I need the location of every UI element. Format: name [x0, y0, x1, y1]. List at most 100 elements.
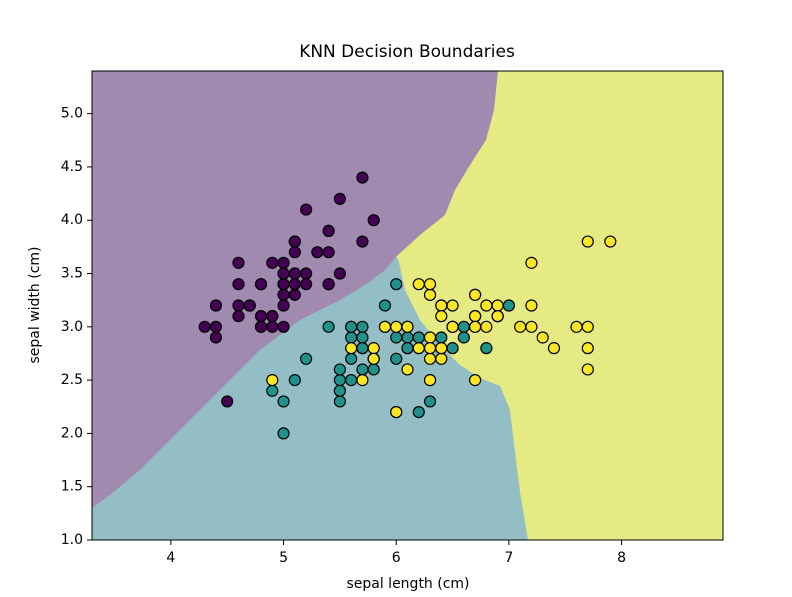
data-point [435, 352, 448, 365]
data-point [423, 374, 437, 387]
data-point [423, 331, 437, 344]
data-point [446, 299, 459, 312]
data-point [345, 331, 358, 344]
data-point [266, 374, 279, 387]
y-axis-label: sepal width (cm) [27, 246, 43, 363]
data-point [288, 288, 301, 301]
data-point [423, 352, 437, 365]
data-point [277, 267, 290, 280]
data-point [367, 342, 380, 355]
data-point [378, 299, 392, 312]
data-point [423, 278, 437, 291]
x-tick-label: 4 [166, 550, 175, 566]
data-point [457, 320, 470, 333]
data-point [277, 299, 290, 312]
data-point [333, 363, 346, 376]
data-point [412, 331, 425, 344]
data-point [266, 256, 279, 269]
data-point [581, 320, 594, 333]
data-point [277, 256, 290, 269]
data-point [356, 235, 369, 248]
data-point [254, 320, 268, 333]
data-point [491, 299, 504, 312]
data-point [333, 374, 346, 387]
data-point [401, 342, 414, 355]
data-point [502, 299, 516, 312]
data-point [390, 320, 403, 333]
data-point [266, 310, 279, 323]
data-point [435, 310, 448, 323]
data-point [288, 246, 301, 259]
data-point [525, 320, 538, 333]
data-point [322, 224, 335, 237]
data-point [457, 331, 470, 344]
data-point [390, 278, 403, 291]
data-point [446, 320, 459, 333]
data-point [480, 299, 493, 312]
data-point [288, 374, 301, 387]
data-point [423, 288, 437, 301]
data-point [277, 427, 290, 440]
data-point [254, 278, 268, 291]
data-point [277, 320, 290, 333]
y-tick-label: 2.0 [61, 425, 83, 441]
data-point [266, 384, 279, 397]
data-point [514, 320, 527, 333]
data-point [390, 405, 403, 419]
data-point [412, 342, 425, 355]
data-point [435, 299, 448, 312]
data-point [345, 374, 358, 387]
data-point [367, 363, 380, 376]
data-point [288, 278, 301, 291]
data-point [333, 395, 346, 408]
data-point [446, 342, 459, 355]
data-point [299, 278, 313, 291]
data-point [547, 342, 561, 355]
data-point [367, 352, 380, 365]
data-point [525, 256, 538, 269]
data-point [345, 342, 358, 355]
y-tick-label: 1.0 [61, 532, 83, 548]
data-point [277, 395, 290, 408]
y-tick-label: 4.5 [61, 159, 83, 175]
data-point [254, 310, 268, 323]
data-point [356, 374, 369, 387]
data-point [412, 278, 425, 291]
data-point [243, 299, 256, 312]
y-tick-label: 4.0 [61, 212, 83, 228]
data-point [570, 320, 583, 333]
data-point [277, 278, 290, 291]
decision-regions [92, 71, 723, 540]
data-point [604, 235, 617, 248]
data-point [356, 331, 369, 344]
data-point [401, 363, 414, 376]
data-point [435, 331, 448, 344]
data-point [581, 235, 594, 248]
data-point [356, 363, 369, 376]
data-point [198, 320, 211, 333]
data-point [378, 320, 392, 333]
data-point [356, 171, 369, 184]
data-point [333, 267, 346, 280]
data-point [232, 256, 245, 269]
data-point [299, 267, 313, 280]
data-point [480, 320, 493, 333]
data-point [311, 246, 324, 259]
x-axis-label: sepal length (cm) [346, 576, 469, 592]
y-tick-label: 5.0 [61, 106, 83, 122]
data-point [299, 203, 313, 216]
data-point [232, 278, 245, 291]
data-point [469, 288, 482, 301]
data-point [423, 395, 437, 408]
x-tick-label: 7 [504, 550, 513, 566]
data-point [412, 405, 425, 419]
y-tick-label: 3.0 [61, 319, 83, 335]
data-point [401, 320, 414, 333]
data-point [232, 310, 245, 323]
data-point [367, 214, 380, 227]
data-point [221, 395, 234, 408]
data-point [322, 246, 335, 259]
data-point [536, 331, 549, 344]
data-point [232, 299, 245, 312]
data-point [435, 342, 448, 355]
